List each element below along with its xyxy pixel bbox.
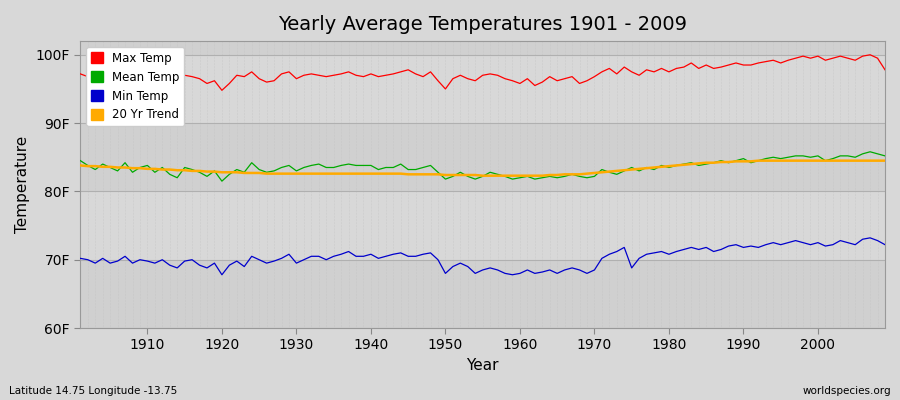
Bar bbox=[80, 123, 885, 192]
X-axis label: Year: Year bbox=[466, 358, 499, 373]
Bar bbox=[80, 0, 885, 55]
Bar bbox=[80, 192, 885, 260]
Text: worldspecies.org: worldspecies.org bbox=[803, 386, 891, 396]
Bar bbox=[80, 55, 885, 123]
Bar bbox=[80, 260, 885, 328]
Legend: Max Temp, Mean Temp, Min Temp, 20 Yr Trend: Max Temp, Mean Temp, Min Temp, 20 Yr Tre… bbox=[86, 47, 184, 126]
Text: Latitude 14.75 Longitude -13.75: Latitude 14.75 Longitude -13.75 bbox=[9, 386, 177, 396]
Title: Yearly Average Temperatures 1901 - 2009: Yearly Average Temperatures 1901 - 2009 bbox=[278, 15, 688, 34]
Y-axis label: Temperature: Temperature bbox=[15, 136, 30, 233]
